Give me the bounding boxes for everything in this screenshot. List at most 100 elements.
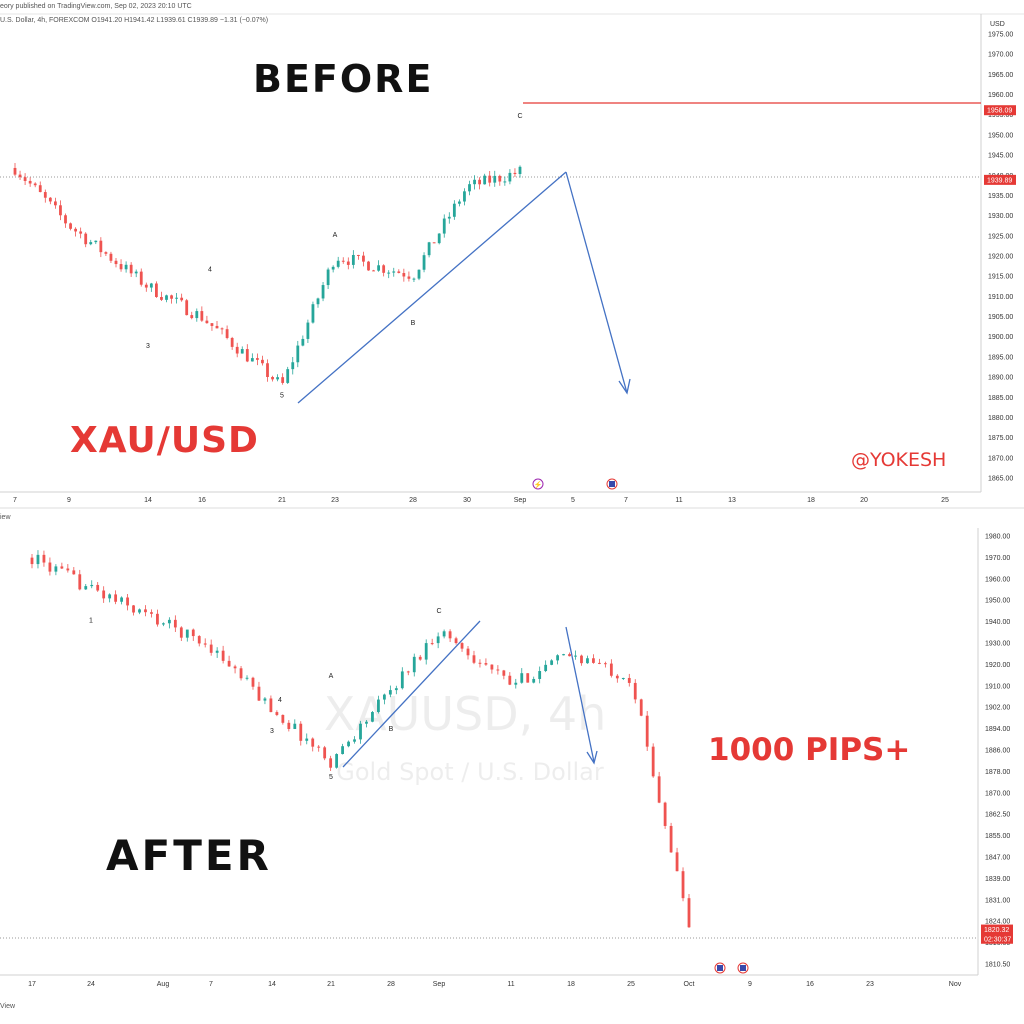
candle-body bbox=[138, 609, 141, 613]
time-tick-label: 7 bbox=[13, 497, 17, 504]
candle-body bbox=[120, 597, 123, 602]
candle-body bbox=[200, 311, 204, 321]
candle-body bbox=[33, 183, 37, 186]
candle-body bbox=[36, 554, 40, 565]
candle-body bbox=[287, 722, 291, 729]
author-label: @YOKESH bbox=[851, 449, 946, 471]
price-tag bbox=[984, 174, 1016, 185]
candle-body bbox=[466, 648, 470, 656]
wave-label: C bbox=[517, 113, 522, 120]
candle-body bbox=[621, 677, 625, 679]
us-flag-icon bbox=[740, 965, 746, 971]
candle-body bbox=[96, 584, 100, 591]
header-line-1: eory published on TradingView.com, Sep 0… bbox=[0, 3, 192, 10]
candle-body bbox=[149, 283, 153, 288]
candle-body bbox=[90, 584, 94, 587]
price-tick-label: 1955.00 bbox=[988, 112, 1013, 119]
time-tick-label: 9 bbox=[748, 981, 752, 988]
candle-body bbox=[195, 311, 199, 319]
lightning-glyph-icon: ⚡ bbox=[534, 480, 543, 489]
candle-body bbox=[205, 320, 209, 324]
price-tick-label: 1885.00 bbox=[988, 395, 1013, 402]
wave-label: C bbox=[436, 608, 441, 615]
candle-body bbox=[162, 623, 165, 625]
price-tick-label: 1960.00 bbox=[985, 576, 1010, 583]
candle-body bbox=[245, 349, 249, 362]
candle-body bbox=[239, 668, 243, 679]
candle-body bbox=[550, 660, 554, 665]
candle-body bbox=[225, 329, 229, 338]
candle-body bbox=[353, 739, 356, 742]
candle-body bbox=[291, 362, 295, 370]
candle-body bbox=[518, 166, 522, 175]
candle-body bbox=[359, 723, 362, 740]
candle-body bbox=[42, 554, 46, 563]
candle-body bbox=[432, 242, 436, 244]
time-tick-label: 25 bbox=[941, 497, 949, 504]
candle-body bbox=[215, 325, 219, 329]
candle-body bbox=[538, 671, 542, 679]
time-tick-label: 16 bbox=[198, 497, 206, 504]
candle-body bbox=[165, 295, 168, 300]
lightning-event-icon[interactable] bbox=[532, 478, 544, 490]
candle-body bbox=[468, 184, 471, 192]
candle-body bbox=[306, 322, 310, 339]
bottom-header-fragment: iew bbox=[0, 514, 11, 521]
candle-body bbox=[139, 271, 143, 285]
candle-body bbox=[18, 174, 22, 178]
candle-body bbox=[442, 218, 446, 234]
candle-body bbox=[155, 283, 158, 298]
candle-body bbox=[639, 699, 643, 716]
candle-body bbox=[210, 323, 214, 326]
price-tick-label: 1862.50 bbox=[985, 812, 1010, 819]
us-flag-icon bbox=[717, 965, 723, 971]
candle-body bbox=[412, 656, 416, 673]
candle-body bbox=[496, 669, 500, 671]
candle-body bbox=[104, 252, 108, 254]
price-tick-label: 1910.00 bbox=[985, 683, 1010, 690]
wave-label: A bbox=[333, 232, 338, 239]
candle-body bbox=[346, 261, 350, 265]
candle-body bbox=[150, 612, 153, 614]
candle-body bbox=[286, 369, 290, 383]
candle-body bbox=[657, 776, 661, 803]
time-tick-label: 21 bbox=[327, 981, 335, 988]
candle-body bbox=[452, 203, 456, 217]
candle-body bbox=[603, 663, 607, 665]
candle-body bbox=[669, 825, 673, 853]
before-label: BEFORE bbox=[253, 57, 433, 101]
candle-body bbox=[609, 663, 613, 676]
candle-body bbox=[13, 167, 17, 175]
candle-body bbox=[269, 698, 273, 713]
after-label: AFTER bbox=[106, 831, 272, 880]
candle-body bbox=[556, 655, 559, 661]
time-tick-label: Nov bbox=[949, 981, 962, 988]
time-tick-label: 14 bbox=[144, 497, 152, 504]
candle-body bbox=[663, 802, 667, 826]
candle-body bbox=[483, 175, 487, 185]
wave-label: 5 bbox=[329, 774, 333, 781]
price-tag-label: 1958.09 bbox=[987, 108, 1012, 115]
candle-body bbox=[144, 609, 147, 613]
candle-body bbox=[305, 738, 309, 741]
candle-body bbox=[387, 272, 391, 274]
candle-body bbox=[424, 643, 428, 660]
top-event-icons: ⚡ bbox=[532, 478, 618, 490]
candle-body bbox=[329, 758, 333, 768]
price-tick-label: 1886.00 bbox=[985, 748, 1010, 755]
bottom-price-ticks: 1980.00 1970.00 1960.00 1950.00 1940.00 1930.… bbox=[985, 534, 1010, 969]
candle-body bbox=[448, 631, 452, 639]
candle-body bbox=[134, 271, 138, 274]
price-tick-label: 1902.00 bbox=[985, 705, 1010, 712]
candle-body bbox=[367, 261, 370, 271]
candle-body bbox=[316, 298, 320, 305]
top-arrow-head bbox=[618, 378, 631, 395]
candle-body bbox=[175, 297, 178, 299]
candle-body bbox=[347, 741, 350, 747]
candle-body bbox=[326, 269, 330, 286]
candle-body bbox=[323, 747, 327, 759]
candle-body bbox=[60, 566, 64, 569]
candle-body bbox=[402, 273, 406, 277]
top-time-ticks: 7 9 14 16 21 23 28 30 Sep 5 7 11 13 18 20 25 bbox=[13, 497, 949, 504]
candle-body bbox=[331, 266, 335, 270]
